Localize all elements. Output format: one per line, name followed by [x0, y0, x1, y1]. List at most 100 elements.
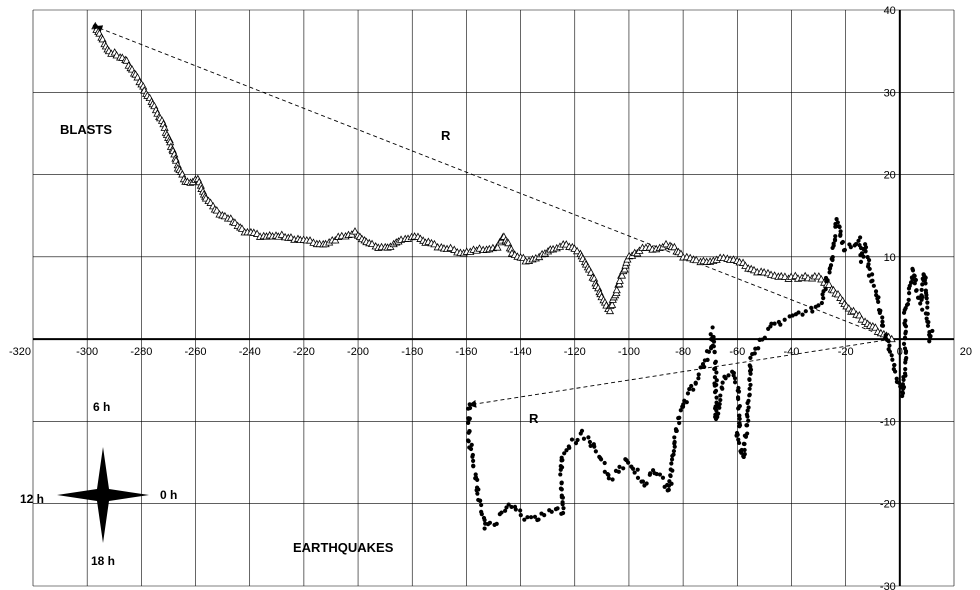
y-tick-label: -30: [880, 581, 896, 590]
x-tick-label: -140: [510, 346, 532, 358]
earthquake-point: [756, 346, 761, 351]
earthquake-point: [579, 428, 585, 433]
earthquake-point: [924, 292, 929, 298]
earthquake-point: [913, 277, 918, 283]
earthquake-point: [630, 466, 636, 471]
earthquake-point: [743, 434, 749, 439]
earthquake-point: [669, 461, 674, 466]
earthquake-point: [672, 439, 677, 445]
earthquake-point: [471, 458, 476, 463]
earthquake-point: [876, 295, 881, 300]
y-tick-label: 10: [884, 252, 896, 264]
blast-point: [350, 227, 360, 235]
earthquake-point: [711, 344, 716, 349]
earthquake-point: [925, 300, 930, 305]
earthquake-point: [840, 239, 846, 245]
earthquake-point: [925, 311, 930, 316]
blast-point: [817, 274, 826, 283]
earthquake-point: [503, 508, 508, 513]
earthquake-point: [894, 376, 899, 381]
earthquake-point: [856, 238, 861, 243]
earthquake-point: [925, 323, 931, 328]
blast-point: [615, 276, 624, 284]
earthquake-point: [853, 241, 859, 247]
earthquake-point: [825, 278, 830, 283]
earthquake-point: [876, 299, 881, 305]
earthquake-point: [906, 297, 911, 302]
earthquake-point: [838, 229, 843, 234]
earthquake-point: [712, 390, 718, 395]
earthquake-point: [712, 375, 718, 380]
earthquake-point: [518, 508, 523, 513]
series-blasts: [91, 21, 896, 343]
blast-point: [824, 280, 834, 288]
earthquake-point: [468, 446, 474, 452]
earthquake-point: [742, 452, 747, 457]
earthquake-point: [575, 437, 580, 443]
earthquake-point: [752, 351, 757, 356]
earthquake-point: [744, 423, 749, 428]
compass-label-left: 12 h: [20, 492, 44, 506]
earthquake-point: [734, 433, 739, 438]
earthquake-point: [711, 339, 717, 344]
earthquake-point: [737, 413, 742, 418]
earthquake-point: [499, 510, 504, 515]
blast-point: [608, 300, 617, 308]
earthquake-point: [717, 401, 722, 407]
earthquake-point: [715, 414, 720, 420]
earthquake-point: [821, 295, 826, 301]
earthquake-point: [778, 322, 783, 327]
earthquake-point: [896, 380, 902, 385]
x-tick-label: -220: [293, 346, 315, 358]
earthquake-point: [923, 281, 928, 286]
earthquake-point: [644, 481, 649, 486]
blast-point: [573, 246, 582, 255]
earthquake-point: [834, 217, 839, 222]
earthquake-point: [816, 303, 821, 308]
earthquake-point: [833, 224, 839, 229]
earthquake-point: [466, 420, 471, 426]
earthquake-point: [542, 513, 547, 518]
y-tick-label: 30: [884, 87, 896, 99]
x-tick-label: -160: [455, 346, 477, 358]
earthquake-point: [714, 378, 719, 383]
blast-point: [430, 239, 439, 248]
earthquake-point: [737, 424, 742, 429]
earthquake-point: [736, 437, 741, 442]
earthquake-point: [467, 428, 472, 434]
x-tick-label: -300: [76, 346, 98, 358]
earthquake-point: [479, 502, 484, 508]
earthquake-point: [466, 439, 471, 444]
blast-point: [620, 265, 629, 273]
earthquake-point: [487, 520, 493, 525]
earthquake-point: [737, 416, 742, 421]
blast-start-point: [92, 23, 98, 30]
compass-star-icon: [57, 447, 149, 543]
earthquake-point: [559, 465, 565, 470]
earthquake-point: [747, 392, 752, 397]
earthquake-point: [741, 441, 746, 446]
earthquake-point: [671, 448, 677, 454]
earthquake-point: [762, 335, 767, 340]
earthquake-point: [525, 515, 530, 520]
earthquake-point: [848, 245, 853, 250]
earthquake-point: [479, 512, 484, 517]
earthquake-point: [747, 377, 752, 382]
earthquake-point: [718, 397, 723, 403]
earthquake-point: [567, 445, 572, 450]
blast-point: [367, 239, 377, 248]
earthquake-point: [903, 336, 908, 341]
earthquake-point: [886, 339, 891, 344]
axes: [33, 10, 954, 586]
series-earthquakes: [466, 217, 935, 531]
x-tick-label: -320: [9, 346, 31, 358]
earthquake-point: [657, 472, 663, 477]
blast-point: [871, 323, 880, 331]
earthquake-point: [714, 408, 719, 413]
earthquake-point: [861, 254, 866, 259]
earthquake-point: [504, 505, 509, 510]
earthquake-point: [648, 471, 653, 476]
earthquake-point: [714, 400, 719, 405]
earthquake-point: [732, 380, 738, 385]
earthquake-point: [632, 470, 637, 475]
